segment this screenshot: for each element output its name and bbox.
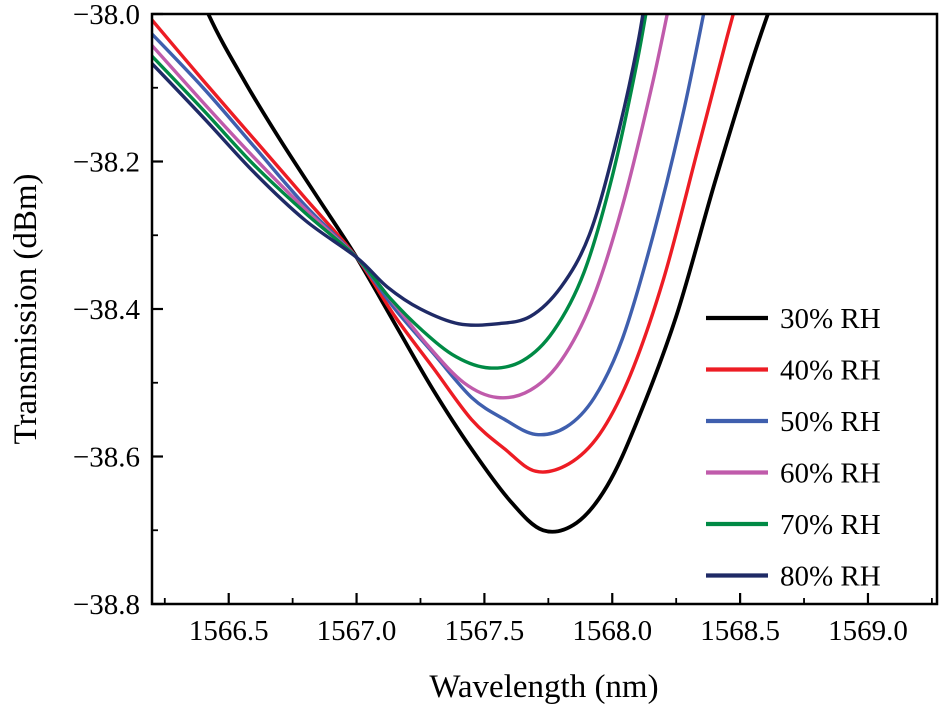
x-tick-label: 1569.0 xyxy=(828,615,908,647)
plot-frame xyxy=(150,12,939,606)
legend-item: 70% RH xyxy=(706,509,881,541)
curve-30-rh xyxy=(206,14,770,534)
x-tick-label: 1567.0 xyxy=(317,615,397,647)
x-tick-label: 1566.5 xyxy=(189,615,269,647)
axis-tick-labels: 1566.5 1567.0 1567.5 1568.0 1568.5 1569.0 −38.… xyxy=(73,0,908,647)
y-tick-label: −38.0 xyxy=(73,0,140,31)
curve-40-rh xyxy=(152,14,735,474)
y-tick-label: −38.2 xyxy=(73,147,140,179)
x-tick-label: 1568.5 xyxy=(700,615,780,647)
legend: 30% RH 40% RH 50% RH 60% RH 70% RH 80% RH xyxy=(706,303,881,593)
y-tick-label: −38.4 xyxy=(73,294,141,326)
x-tick-label: 1568.0 xyxy=(572,615,652,647)
legend-label: 30% RH xyxy=(780,303,881,335)
curve-60-rh xyxy=(152,14,669,400)
x-axis-label: Wavelength (nm) xyxy=(429,669,658,705)
x-tick-label: 1567.5 xyxy=(445,615,525,647)
curve-70-rh xyxy=(152,14,648,370)
legend-label: 70% RH xyxy=(780,509,881,541)
legend-label: 40% RH xyxy=(780,355,881,387)
data-curves xyxy=(152,14,770,534)
curve-80-rh xyxy=(152,14,645,327)
curve-50-rh xyxy=(152,14,706,437)
legend-label: 60% RH xyxy=(780,458,881,490)
y-axis-label: Transmission (dBm) xyxy=(8,173,44,444)
legend-item: 60% RH xyxy=(706,458,881,490)
legend-label: 50% RH xyxy=(780,406,881,438)
y-tick-label: −38.8 xyxy=(73,589,140,621)
legend-label: 80% RH xyxy=(780,561,881,593)
y-tick-label: −38.6 xyxy=(73,442,140,474)
legend-item: 50% RH xyxy=(706,406,881,438)
legend-item: 30% RH xyxy=(706,303,881,335)
legend-item: 80% RH xyxy=(706,561,881,593)
legend-item: 40% RH xyxy=(706,355,881,387)
